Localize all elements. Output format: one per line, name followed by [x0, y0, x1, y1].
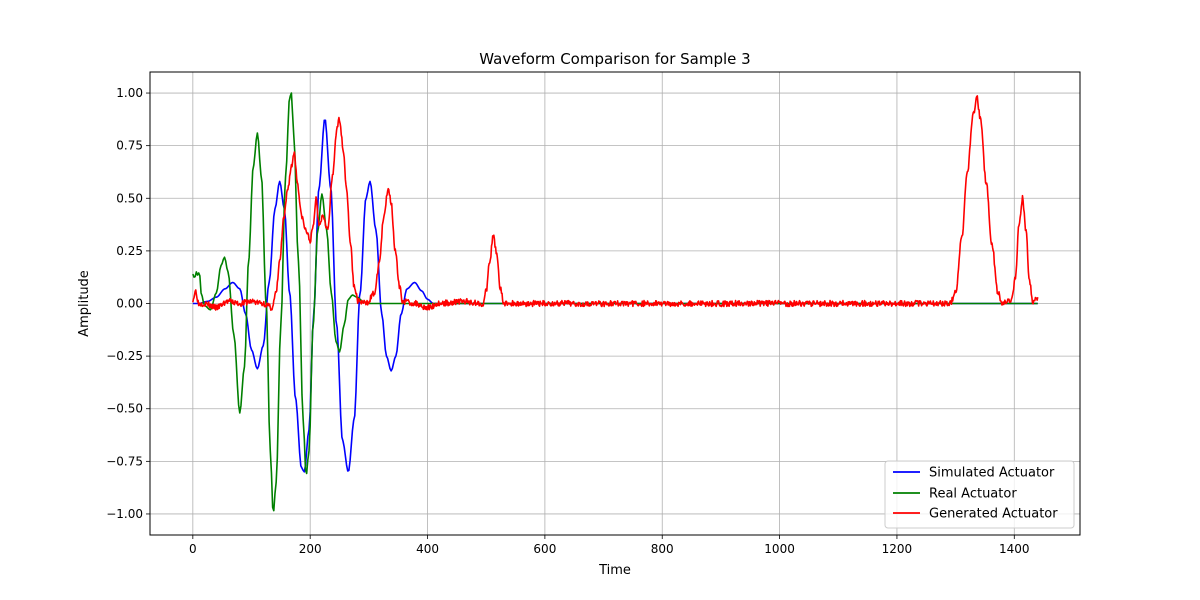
x-tick-label: 800	[651, 542, 674, 556]
y-tick-label: 1.00	[116, 86, 143, 100]
y-tick-label: −1.00	[106, 507, 143, 521]
series-lines	[192, 92, 1039, 512]
legend-label-real: Real Actuator	[929, 487, 1017, 502]
x-tick-label: 400	[416, 542, 439, 556]
x-tick-label: 0	[189, 542, 197, 556]
y-tick-label: 0.50	[116, 191, 143, 205]
legend-label-generated: Generated Actuator	[929, 507, 1058, 522]
x-tick-label: 1400	[999, 542, 1030, 556]
chart-title: Waveform Comparison for Sample 3	[479, 50, 750, 68]
x-axis-label: Time	[598, 563, 631, 578]
axis-ticks: 0 200 400 600 800 1000 1200 1400 −1.00 −0.75 −0.50…	[106, 86, 1029, 556]
y-tick-label: −0.25	[106, 349, 143, 363]
legend-box	[884, 460, 1075, 529]
y-tick-label: 0.00	[116, 297, 143, 311]
x-tick-label: 1200	[882, 542, 913, 556]
y-tick-label: 0.75	[116, 139, 143, 153]
y-axis-label: Amplitude	[77, 270, 92, 337]
x-tick-label: 1000	[764, 542, 795, 556]
series-line-generated	[192, 95, 1039, 311]
x-tick-label: 200	[299, 542, 322, 556]
x-tick-label: 600	[533, 542, 556, 556]
y-tick-label: −0.50	[106, 402, 143, 416]
y-tick-label: −0.75	[106, 454, 143, 468]
legend: Simulated Actuator Real Actuator Generat…	[884, 460, 1075, 529]
legend-label-simulated: Simulated Actuator	[929, 466, 1055, 481]
y-tick-label: 0.25	[116, 244, 143, 258]
